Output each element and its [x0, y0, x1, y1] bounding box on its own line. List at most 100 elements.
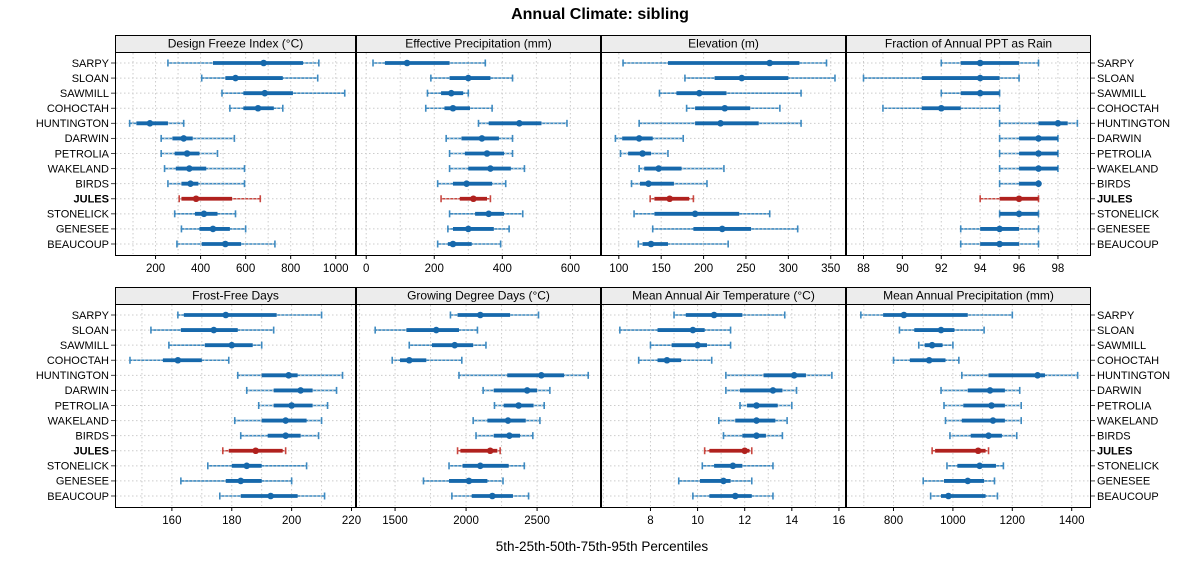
x-axis: 8 10 12 14 16 [647, 507, 845, 527]
x-axis: 0 200 400 600 [363, 255, 580, 275]
x-tick-label: 800 [281, 263, 300, 275]
x-tick-label: 250 [736, 263, 755, 275]
site-label-left-huntington: HUNTINGTON [36, 118, 109, 130]
x-axis: 800 1000 1200 1400 [884, 507, 1084, 527]
x-tick-label: 10 [691, 515, 704, 527]
median-dot-wakeland [1035, 165, 1042, 172]
panel-strip-title: Design Freeze Index (°C) [168, 37, 304, 51]
site-label-left-genesee: GENESEE [56, 224, 109, 236]
x-tick-label: 350 [821, 263, 840, 275]
site-label-right-genesee: GENESEE [1097, 476, 1150, 488]
panel-strip-title: Growing Degree Days (°C) [407, 289, 550, 303]
x-tick-label: 200 [146, 263, 165, 275]
median-dot-cohoctah [663, 356, 671, 364]
median-dot-beaucoup [222, 240, 229, 248]
median-dot-wakeland [655, 165, 662, 172]
site-label-right-jules: JULES [1097, 446, 1132, 458]
median-dot-birds [506, 432, 513, 439]
median-dot-genesee [718, 225, 726, 233]
x-tick-label: 600 [561, 263, 580, 275]
row-gridlines [602, 314, 845, 497]
median-dot-huntington [538, 372, 545, 379]
site-label-left-sawmill: SAWMILL [60, 88, 109, 100]
x-tick-label: 98 [1052, 263, 1065, 275]
median-dot-sawmill [976, 89, 984, 97]
median-dot-stonelick [476, 462, 484, 470]
site-label-right-sloan: SLOAN [1097, 73, 1134, 85]
median-dot-petrolia [1035, 150, 1042, 157]
panel-box [601, 304, 846, 508]
median-dot-wakeland [753, 417, 760, 424]
median-dot-beaucoup [945, 492, 952, 500]
median-dot-sarpy [976, 59, 984, 67]
panel-growing-degree-days-c: Growing Degree Days (°C) 1500 2000 2500 [356, 287, 601, 527]
median-dot-cohoctah [721, 104, 729, 112]
median-dot-sloan [210, 326, 218, 334]
percentile-marks [129, 311, 344, 500]
median-dot-jules [741, 447, 749, 455]
x-tick-label: 100 [609, 263, 628, 275]
site-label-right-darwin: DARWIN [1097, 385, 1141, 397]
median-dot-birds [645, 180, 652, 187]
x-tick-label: 1200 [1000, 515, 1026, 527]
site-label-right-wakeland: WAKELAND [1097, 415, 1158, 427]
median-dot-wakeland [487, 165, 494, 172]
median-dot-stonelick [976, 462, 983, 470]
median-dot-darwin [986, 387, 994, 394]
median-dot-cohoctah [254, 104, 262, 112]
median-dot-sloan [464, 74, 472, 82]
site-label-right-sawmill: SAWMILL [1097, 88, 1146, 100]
median-dot-wakeland [989, 417, 997, 424]
panel-mean-annual-air-temperature-c: Mean Annual Air Temperature (°C) 8 10 12 14 1… [601, 287, 846, 527]
median-dot-genesee [237, 477, 245, 485]
percentile-marks [374, 311, 590, 500]
site-label-left-sarpy: SARPY [72, 58, 110, 70]
median-dot-darwin [297, 387, 304, 394]
site-label-right-stonelick: STONELICK [1097, 461, 1160, 473]
median-dot-petrolia [515, 402, 522, 409]
median-dot-sawmill [928, 341, 936, 349]
panel-strip-title: Effective Precipitation (mm) [405, 37, 552, 51]
median-dot-sawmill [696, 89, 703, 97]
median-dot-wakeland [186, 165, 193, 172]
median-dot-petrolia [288, 402, 295, 409]
median-dot-wakeland [504, 417, 512, 424]
site-label-right-stonelick: STONELICK [1097, 209, 1160, 221]
site-label-left-wakeland: WAKELAND [48, 415, 109, 427]
x-tick-label: 220 [342, 515, 361, 527]
panel-box [356, 304, 601, 508]
site-label-left-genesee: GENESEE [56, 476, 109, 488]
site-label-right-petrolia: PETROLIA [1097, 148, 1152, 160]
site-label-left-sloan: SLOAN [72, 325, 109, 337]
site-label-right-birds: BIRDS [1097, 178, 1131, 190]
percentile-marks [614, 59, 836, 248]
panel-mean-annual-precipitation-mm: Mean Annual Precipitation (mm) 800 1000 120… [846, 287, 1095, 527]
site-label-left-beaucoup: BEAUCOUP [47, 239, 109, 251]
x-axis: 160 180 200 220 [162, 507, 361, 527]
site-label-left-sawmill: SAWMILL [60, 340, 109, 352]
median-dot-darwin [523, 387, 531, 394]
median-dot-darwin [769, 387, 777, 394]
x-tick-label: 2500 [524, 515, 550, 527]
median-dot-beaucoup [267, 492, 274, 500]
site-label-left-stonelick: STONELICK [47, 209, 110, 221]
panel-fraction-of-annual-ppt-as-rain: Fraction of Annual PPT as Rain 88 90 92 94 96… [846, 35, 1095, 275]
median-dot-darwin [180, 135, 187, 142]
median-dot-sarpy [260, 59, 267, 67]
site-label-left-birds: BIRDS [75, 430, 109, 442]
x-tick-label: 16 [833, 515, 846, 527]
site-label-left-stonelick: STONELICK [47, 461, 110, 473]
median-dot-sawmill [451, 341, 459, 349]
x-tick-label: 1500 [382, 515, 408, 527]
x-tick-label: 180 [222, 515, 241, 527]
site-label-right-huntington: HUNTINGTON [1097, 118, 1170, 130]
median-dot-cohoctah [449, 104, 457, 112]
site-label-left-wakeland: WAKELAND [48, 163, 109, 175]
median-dot-stonelick [243, 462, 251, 470]
panel-strip-title: Elevation (m) [688, 37, 759, 51]
median-dot-beaucoup [489, 492, 496, 500]
median-dot-huntington [285, 372, 292, 379]
site-label-left-darwin: DARWIN [65, 133, 109, 145]
median-dot-beaucoup [647, 240, 655, 248]
x-tick-label: 600 [236, 263, 255, 275]
